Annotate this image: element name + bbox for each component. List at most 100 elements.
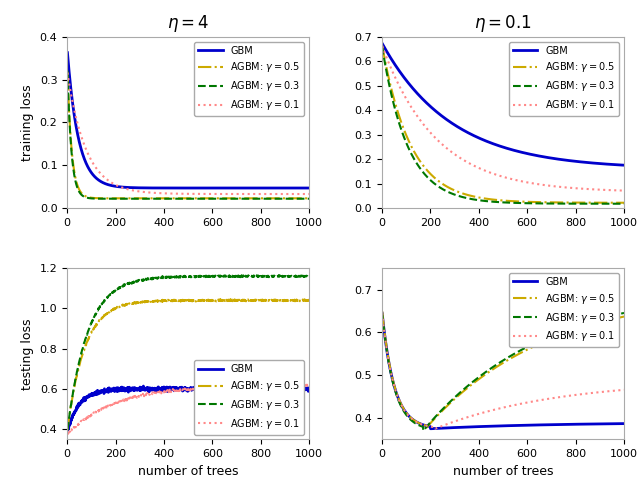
AGBM: $\gamma=0.1$: (205, 0.535): $\gamma=0.1$: (205, 0.535) (113, 399, 120, 405)
GBM (575, 159, 583, 164)
AGBM: $\gamma=0.1$: (780, 0.452): $\gamma=0.1$: (780, 0.452) (567, 393, 575, 399)
GBM (393, 64, 401, 70)
AGBM: $\gamma=0.3$: (61.9, 0.377): $\gamma=0.3$: (61.9, 0.377) (393, 113, 401, 119)
Legend: GBM, AGBM: $\gamma=0.5$, AGBM: $\gamma=0.3$, AGBM: $\gamma=0.1$: GBM, AGBM: $\gamma=0.5$, AGBM: $\gamma=0… (195, 42, 305, 116)
AGBM: $\gamma=0.3$: (885, 1.16): $\gamma=0.3$: (885, 1.16) (278, 273, 285, 279)
AGBM: $\gamma=0.5$: (204, 1): $\gamma=0.5$: (204, 1) (113, 305, 120, 311)
AGBM: $\gamma=0.5$: (1, 0.649): $\gamma=0.5$: (1, 0.649) (378, 308, 386, 314)
AGBM: $\gamma=0.3$: (1e+03, 1.16): $\gamma=0.3$: (1e+03, 1.16) (305, 273, 313, 279)
AGBM: $\gamma=0.1$: (1e+03, 0.466): $\gamma=0.1$: (1e+03, 0.466) (620, 387, 628, 393)
AGBM: $\gamma=0.5$: (1, 0.394): $\gamma=0.5$: (1, 0.394) (63, 428, 71, 434)
AGBM: $\gamma=0.1$: (1, 0.316): $\gamma=0.1$: (1, 0.316) (63, 70, 71, 76)
AGBM: $\gamma=0.3$: (885, 0.629): $\gamma=0.3$: (885, 0.629) (593, 317, 600, 323)
AGBM: $\gamma=0.3$: (205, 0.393): $\gamma=0.3$: (205, 0.393) (428, 418, 435, 424)
AGBM: $\gamma=0.1$: (61.9, 0.455): $\gamma=0.1$: (61.9, 0.455) (393, 392, 401, 398)
GBM (253, 387, 260, 393)
AGBM: $\gamma=0.3$: (817, 0.617): $\gamma=0.3$: (817, 0.617) (576, 322, 584, 328)
AGBM: $\gamma=0.1$: (952, 0.619): $\gamma=0.1$: (952, 0.619) (294, 382, 301, 388)
AGBM: $\gamma=0.5$: (816, 0.0226): $\gamma=0.5$: (816, 0.0226) (575, 200, 583, 206)
AGBM: $\gamma=0.3$: (1, 0.398): $\gamma=0.3$: (1, 0.398) (63, 427, 71, 433)
AGBM: $\gamma=0.3$: (779, 0.0184): $\gamma=0.3$: (779, 0.0184) (566, 201, 574, 207)
AGBM: $\gamma=0.1$: (204, 0.0533): $\gamma=0.1$: (204, 0.0533) (113, 182, 120, 188)
AGBM: $\gamma=0.5$: (780, 0.602): $\gamma=0.5$: (780, 0.602) (567, 328, 575, 334)
GBM (64, 427, 72, 433)
Line: AGBM: $\gamma=0.3$: AGBM: $\gamma=0.3$ (67, 275, 309, 430)
AGBM: $\gamma=0.5$: (204, 0.023): $\gamma=0.5$: (204, 0.023) (113, 195, 120, 201)
Title: $\eta = 4$: $\eta = 4$ (167, 13, 209, 34)
AGBM: $\gamma=0.3$: (1e+03, 0.645): $\gamma=0.3$: (1e+03, 0.645) (620, 310, 628, 316)
GBM (261, 386, 269, 392)
AGBM: $\gamma=0.1$: (1e+03, 0.033): $\gamma=0.1$: (1e+03, 0.033) (305, 191, 313, 197)
AGBM: $\gamma=0.1$: (1, 0.645): $\gamma=0.1$: (1, 0.645) (378, 310, 386, 316)
Line: AGBM: $\gamma=0.5$: AGBM: $\gamma=0.5$ (382, 311, 624, 429)
AGBM: $\gamma=0.5$: (61.9, 0.766): $\gamma=0.5$: (61.9, 0.766) (78, 353, 86, 358)
GBM (113, 388, 120, 394)
Y-axis label: training loss: training loss (21, 84, 34, 161)
AGBM: $\gamma=0.3$: (779, 1.16): $\gamma=0.3$: (779, 1.16) (252, 273, 260, 279)
AGBM: $\gamma=0.1$: (779, 0.083): $\gamma=0.1$: (779, 0.083) (566, 185, 574, 191)
AGBM: $\gamma=0.3$: (204, 1.09): $\gamma=0.3$: (204, 1.09) (113, 287, 120, 293)
GBM (566, 158, 574, 164)
Line: AGBM: $\gamma=0.5$: AGBM: $\gamma=0.5$ (382, 46, 624, 203)
AGBM: $\gamma=0.5$: (817, 1.04): $\gamma=0.5$: (817, 1.04) (261, 297, 269, 303)
AGBM: $\gamma=0.5$: (951, 0.0222): $\gamma=0.5$: (951, 0.0222) (608, 200, 616, 206)
Line: AGBM: $\gamma=0.5$: AGBM: $\gamma=0.5$ (67, 299, 309, 431)
GBM (63, 50, 71, 55)
AGBM: $\gamma=0.1$: (816, 0.0802): $\gamma=0.1$: (816, 0.0802) (575, 186, 583, 191)
GBM (428, 104, 435, 110)
AGBM: $\gamma=0.1$: (61.9, 0.161): $\gamma=0.1$: (61.9, 0.161) (78, 136, 86, 142)
AGBM: $\gamma=0.3$: (952, 0.022): $\gamma=0.3$: (952, 0.022) (294, 196, 301, 202)
Legend: GBM, AGBM: $\gamma=0.5$, AGBM: $\gamma=0.3$, AGBM: $\gamma=0.1$: GBM, AGBM: $\gamma=0.5$, AGBM: $\gamma=0… (195, 360, 305, 435)
AGBM: $\gamma=0.5$: (61.9, 0.405): $\gamma=0.5$: (61.9, 0.405) (393, 106, 401, 112)
AGBM: $\gamma=0.3$: (1e+03, 0.018): $\gamma=0.3$: (1e+03, 0.018) (620, 201, 628, 207)
GBM (200, 382, 208, 388)
GBM (305, 185, 313, 191)
AGBM: $\gamma=0.3$: (885, 0.022): $\gamma=0.3$: (885, 0.022) (278, 196, 285, 202)
AGBM: $\gamma=0.1$: (951, 0.0733): $\gamma=0.1$: (951, 0.0733) (608, 187, 616, 193)
AGBM: $\gamma=0.5$: (1, 0.318): $\gamma=0.5$: (1, 0.318) (63, 69, 71, 75)
AGBM: $\gamma=0.3$: (1, 0.644): $\gamma=0.3$: (1, 0.644) (378, 310, 386, 316)
AGBM: $\gamma=0.5$: (952, 0.631): $\gamma=0.5$: (952, 0.631) (609, 316, 616, 322)
AGBM: $\gamma=0.5$: (885, 0.621): $\gamma=0.5$: (885, 0.621) (593, 321, 600, 327)
AGBM: $\gamma=0.1$: (885, 0.46): $\gamma=0.1$: (885, 0.46) (593, 389, 600, 395)
AGBM: $\gamma=0.3$: (61.9, 0.451): $\gamma=0.3$: (61.9, 0.451) (393, 393, 401, 399)
GBM (277, 185, 285, 191)
AGBM: $\gamma=0.1$: (951, 0.033): $\gamma=0.1$: (951, 0.033) (294, 191, 301, 197)
AGBM: $\gamma=0.5$: (1e+03, 0.637): $\gamma=0.5$: (1e+03, 0.637) (620, 314, 628, 320)
GBM (294, 185, 301, 191)
GBM (609, 421, 616, 427)
AGBM: $\gamma=0.3$: (952, 1.16): $\gamma=0.3$: (952, 1.16) (294, 273, 301, 279)
AGBM: $\gamma=0.1$: (885, 0.618): $\gamma=0.1$: (885, 0.618) (278, 382, 285, 388)
AGBM: $\gamma=0.1$: (952, 0.463): $\gamma=0.1$: (952, 0.463) (609, 388, 616, 394)
AGBM: $\gamma=0.3$: (1e+03, 0.022): $\gamma=0.3$: (1e+03, 0.022) (305, 196, 313, 202)
GBM (378, 310, 386, 316)
AGBM: $\gamma=0.1$: (780, 0.617): $\gamma=0.1$: (780, 0.617) (252, 382, 260, 388)
GBM (567, 421, 575, 427)
AGBM: $\gamma=0.3$: (204, 0.022): $\gamma=0.3$: (204, 0.022) (113, 196, 120, 202)
GBM (378, 40, 386, 46)
Line: AGBM: $\gamma=0.1$: AGBM: $\gamma=0.1$ (382, 313, 624, 429)
AGBM: $\gamma=0.3$: (1, 0.321): $\gamma=0.3$: (1, 0.321) (63, 67, 71, 73)
Legend: GBM, AGBM: $\gamma=0.5$, AGBM: $\gamma=0.3$, AGBM: $\gamma=0.1$: GBM, AGBM: $\gamma=0.5$, AGBM: $\gamma=0… (509, 42, 619, 116)
GBM (113, 184, 120, 190)
GBM (63, 426, 71, 432)
AGBM: $\gamma=0.5$: (780, 1.04): $\gamma=0.5$: (780, 1.04) (252, 298, 260, 303)
GBM (428, 426, 435, 432)
AGBM: $\gamma=0.3$: (817, 0.022): $\gamma=0.3$: (817, 0.022) (261, 196, 269, 202)
AGBM: $\gamma=0.3$: (204, 0.111): $\gamma=0.3$: (204, 0.111) (428, 178, 435, 184)
Line: AGBM: $\gamma=0.1$: AGBM: $\gamma=0.1$ (67, 384, 309, 434)
AGBM: $\gamma=0.3$: (884, 0.0181): $\gamma=0.3$: (884, 0.0181) (592, 201, 600, 207)
AGBM: $\gamma=0.3$: (816, 1.16): $\gamma=0.3$: (816, 1.16) (261, 273, 269, 279)
AGBM: $\gamma=0.5$: (817, 0.023): $\gamma=0.5$: (817, 0.023) (261, 195, 269, 201)
GBM (278, 386, 285, 392)
AGBM: $\gamma=0.3$: (816, 0.0183): $\gamma=0.3$: (816, 0.0183) (575, 201, 583, 207)
AGBM: $\gamma=0.1$: (978, 0.626): $\gamma=0.1$: (978, 0.626) (300, 381, 308, 387)
GBM (261, 185, 269, 191)
AGBM: $\gamma=0.5$: (885, 1.04): $\gamma=0.5$: (885, 1.04) (278, 297, 285, 303)
AGBM: $\gamma=0.5$: (723, 0.023): $\gamma=0.5$: (723, 0.023) (239, 195, 246, 201)
AGBM: $\gamma=0.5$: (632, 1.05): $\gamma=0.5$: (632, 1.05) (216, 296, 224, 302)
AGBM: $\gamma=0.3$: (171, 0.371): $\gamma=0.3$: (171, 0.371) (419, 428, 427, 434)
AGBM: $\gamma=0.1$: (62.9, 0.443): $\gamma=0.1$: (62.9, 0.443) (79, 418, 86, 424)
AGBM: $\gamma=0.1$: (817, 0.455): $\gamma=0.1$: (817, 0.455) (576, 391, 584, 397)
Line: GBM: GBM (382, 313, 624, 429)
